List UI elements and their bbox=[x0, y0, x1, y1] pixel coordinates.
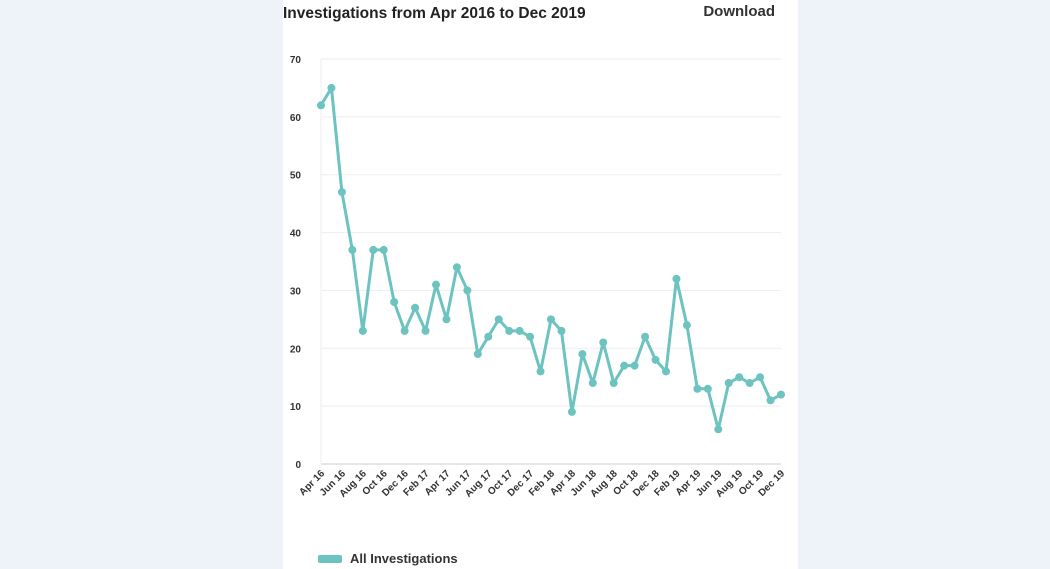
data-point[interactable] bbox=[547, 315, 555, 324]
data-point[interactable] bbox=[505, 326, 514, 335]
data-point[interactable] bbox=[703, 384, 712, 393]
series-line bbox=[319, 86, 783, 431]
data-point[interactable] bbox=[473, 350, 482, 359]
data-point[interactable] bbox=[745, 379, 754, 387]
chart-title: Investigations from Apr 2016 to Dec 2019 bbox=[283, 5, 586, 22]
data-point[interactable] bbox=[379, 245, 388, 254]
y-tick-label: 60 bbox=[290, 113, 302, 124]
data-point[interactable] bbox=[515, 326, 524, 335]
data-point[interactable] bbox=[588, 379, 597, 387]
data-point[interactable] bbox=[693, 384, 702, 393]
data-point[interactable] bbox=[390, 298, 399, 306]
data-point[interactable] bbox=[337, 188, 346, 197]
chart-card: Investigations from Apr 2016 to Dec 2019… bbox=[283, 0, 798, 569]
data-point[interactable] bbox=[735, 373, 744, 382]
data-point[interactable] bbox=[317, 101, 325, 110]
data-point[interactable] bbox=[432, 280, 440, 289]
data-point[interactable] bbox=[578, 350, 587, 359]
y-tick-label: 50 bbox=[290, 171, 302, 182]
data-point[interactable] bbox=[421, 326, 430, 335]
data-point[interactable] bbox=[777, 390, 785, 399]
data-point[interactable] bbox=[484, 332, 493, 341]
data-point[interactable] bbox=[599, 338, 608, 347]
y-tick-label: 10 bbox=[290, 402, 302, 413]
data-point[interactable] bbox=[714, 425, 723, 434]
data-point[interactable] bbox=[452, 263, 461, 272]
data-point[interactable] bbox=[682, 321, 691, 330]
data-point[interactable] bbox=[526, 332, 535, 341]
download-button[interactable]: Download bbox=[703, 3, 775, 20]
data-point[interactable] bbox=[630, 361, 639, 370]
y-tick-label: 30 bbox=[290, 286, 302, 297]
data-point[interactable] bbox=[442, 315, 451, 324]
data-point[interactable] bbox=[567, 407, 576, 416]
legend[interactable]: All Investigations bbox=[318, 551, 458, 566]
data-point[interactable] bbox=[662, 367, 670, 376]
data-point[interactable] bbox=[557, 326, 566, 335]
y-tick-label: 0 bbox=[295, 460, 301, 471]
data-point[interactable] bbox=[609, 379, 618, 387]
legend-label: All Investigations bbox=[350, 551, 458, 566]
y-axis: 0 10 20 30 40 50 60 70 bbox=[290, 55, 302, 471]
data-point[interactable] bbox=[358, 326, 367, 335]
data-point[interactable] bbox=[641, 332, 650, 341]
data-point[interactable] bbox=[369, 245, 378, 254]
y-tick-label: 70 bbox=[290, 55, 302, 66]
data-point[interactable] bbox=[411, 303, 420, 312]
legend-swatch bbox=[318, 554, 342, 563]
data-point[interactable] bbox=[400, 326, 409, 335]
data-point[interactable] bbox=[672, 274, 681, 283]
data-point[interactable] bbox=[327, 83, 336, 92]
data-point[interactable] bbox=[724, 379, 733, 387]
y-tick-label: 40 bbox=[290, 229, 302, 240]
grid-lines bbox=[320, 58, 781, 465]
data-point[interactable] bbox=[766, 396, 775, 405]
data-point[interactable] bbox=[348, 245, 357, 254]
data-point[interactable] bbox=[536, 367, 545, 376]
data-point[interactable] bbox=[620, 361, 629, 370]
data-point[interactable] bbox=[756, 373, 765, 382]
data-point[interactable] bbox=[651, 355, 660, 364]
y-tick-label: 20 bbox=[290, 344, 302, 355]
series-all-investigations bbox=[317, 83, 785, 434]
data-point[interactable] bbox=[494, 315, 503, 324]
data-point[interactable] bbox=[463, 286, 472, 295]
